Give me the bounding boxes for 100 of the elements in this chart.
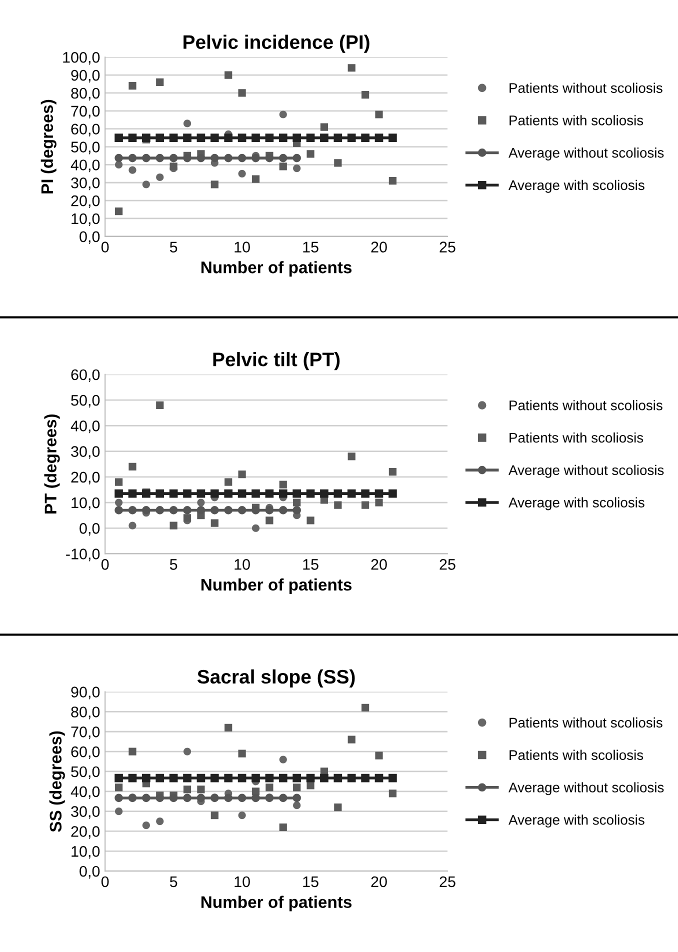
- point: [292, 489, 301, 498]
- point: [128, 82, 136, 90]
- x-tick-label: 15: [303, 242, 318, 252]
- point: [306, 134, 315, 142]
- legend-label: Patients without scoliosis: [510, 717, 662, 728]
- point: [210, 134, 219, 142]
- point: [224, 774, 233, 782]
- point: [183, 748, 192, 756]
- point: [169, 506, 178, 514]
- point: [114, 489, 123, 498]
- point: [388, 177, 396, 185]
- point: [196, 489, 206, 498]
- point: [114, 134, 123, 142]
- point: [114, 506, 123, 514]
- y-tick-label: 60,0: [71, 369, 100, 382]
- point: [388, 774, 397, 782]
- x-tick-label: 0: [101, 242, 109, 252]
- point: [361, 489, 370, 498]
- point: [142, 774, 150, 782]
- point: [156, 78, 164, 86]
- point: [374, 489, 384, 498]
- point: [293, 498, 301, 506]
- point: [361, 774, 370, 782]
- y-tick-label: 30,0: [71, 177, 100, 190]
- point: [238, 170, 246, 178]
- point: [156, 489, 164, 498]
- point: [238, 774, 246, 782]
- point: [210, 489, 219, 498]
- point: [142, 821, 150, 830]
- x-tick-label: 25: [440, 876, 456, 888]
- point: [128, 748, 136, 756]
- point: [266, 784, 274, 792]
- x-tick-label: 5: [170, 876, 178, 888]
- legend-label: Patients without scoliosis: [510, 82, 662, 93]
- point: [320, 489, 328, 498]
- point: [238, 470, 246, 478]
- y-tick-label: -10,0: [66, 548, 100, 562]
- x-tick-label: 10: [234, 242, 250, 252]
- y-tick-label: 40,0: [70, 160, 100, 172]
- y-tick-label: 60,0: [71, 124, 100, 136]
- legend-label: Patients with scoliosis: [510, 115, 644, 126]
- x-tick-label: 20: [371, 876, 387, 888]
- point: [142, 154, 150, 162]
- y-tick-label: 0,0: [80, 523, 100, 536]
- point: [114, 774, 123, 782]
- point: [265, 489, 274, 498]
- point: [114, 154, 123, 162]
- x-tick-label: 20: [371, 242, 387, 252]
- point: [292, 134, 301, 142]
- point: [265, 134, 274, 142]
- point: [224, 154, 233, 162]
- point: [279, 480, 287, 488]
- point: [278, 506, 288, 514]
- point: [169, 134, 178, 142]
- y-tick-label: 70,0: [71, 726, 100, 740]
- point: [210, 519, 218, 527]
- point: [238, 89, 246, 97]
- point: [334, 159, 342, 167]
- legend-label: Average with scoliosis: [508, 497, 644, 510]
- point: [375, 498, 383, 506]
- point: [128, 774, 137, 782]
- x-tick-label: 20: [371, 559, 387, 570]
- point: [156, 506, 164, 514]
- x-axis-title: Number of patients: [201, 896, 352, 912]
- point: [347, 134, 356, 142]
- point: [362, 704, 370, 712]
- legend-label: Patients with scoliosis: [510, 432, 644, 443]
- point: [252, 506, 260, 514]
- point: [320, 774, 328, 782]
- y-tick-label: 0,0: [80, 231, 100, 244]
- point: [374, 134, 384, 142]
- point: [334, 501, 342, 509]
- point: [306, 516, 314, 524]
- point: [224, 489, 233, 498]
- y-tick-label: 70,0: [71, 106, 100, 118]
- point: [347, 774, 356, 782]
- point: [114, 208, 123, 216]
- y-tick-label: 20,0: [71, 826, 100, 839]
- point: [156, 401, 164, 409]
- point: [210, 506, 219, 514]
- point: [170, 522, 178, 530]
- point: [347, 489, 356, 498]
- point: [169, 774, 178, 782]
- point: [278, 774, 288, 782]
- y-tick-label: 20,0: [71, 195, 100, 208]
- point: [292, 774, 301, 782]
- point: [183, 774, 192, 782]
- y-tick-label: 10,0: [72, 497, 100, 510]
- legend-label: Average without scoliosis: [508, 782, 664, 796]
- y-axis-title: PT (degrees): [44, 414, 60, 514]
- point: [183, 489, 192, 498]
- point: [210, 180, 218, 188]
- point: [224, 724, 232, 732]
- x-tick-label: 25: [440, 242, 456, 252]
- point: [279, 756, 287, 764]
- point: [183, 514, 192, 522]
- point: [293, 802, 301, 810]
- point: [293, 164, 301, 172]
- y-tick-label: 50,0: [71, 142, 100, 154]
- point: [196, 774, 206, 782]
